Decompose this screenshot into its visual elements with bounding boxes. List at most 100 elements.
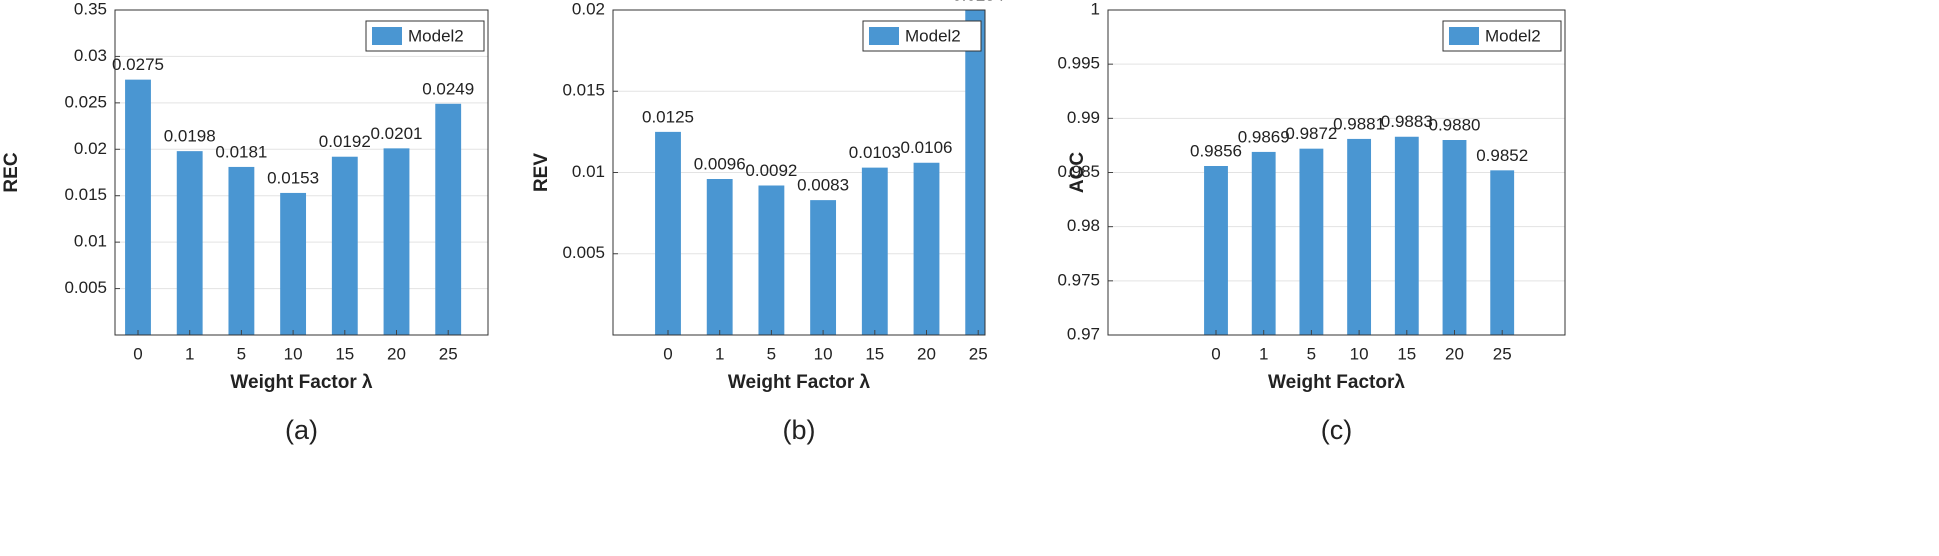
axes-box (1107, 9, 1566, 336)
value-label: 0.9881 (1333, 114, 1385, 133)
bar (176, 151, 203, 335)
x-tick-label: 20 (1445, 344, 1464, 363)
bar (1299, 148, 1324, 335)
value-label: 0.0201 (371, 124, 423, 143)
legend-swatch (1449, 27, 1479, 45)
bar (965, 10, 985, 335)
bar (383, 148, 410, 335)
y-tick-label: 0.005 (64, 278, 107, 297)
value-label: 0.0192 (319, 132, 371, 151)
y-tick-label: 0.025 (64, 92, 107, 111)
value-label: 0.0153 (267, 168, 319, 187)
bar (810, 200, 837, 335)
value-label: 0.9869 (1238, 127, 1290, 146)
value-label: 0.0181 (215, 142, 267, 161)
caption: (a) (285, 415, 318, 445)
y-axis-label: REV (531, 153, 552, 192)
value-label: 0.0106 (901, 138, 953, 157)
bar (1347, 138, 1372, 335)
value-label: 0.9883 (1381, 112, 1433, 131)
y-axis-label: ACC (1067, 152, 1088, 193)
value-label: 0.0092 (745, 161, 797, 180)
legend-label: Model2 (1485, 26, 1541, 45)
x-tick-label: 5 (767, 344, 776, 363)
y-tick-label: 0.02 (572, 0, 605, 18)
y-tick-label: 0.015 (562, 81, 605, 100)
y-tick-label: 0.985 (1057, 162, 1100, 181)
x-tick-label: 25 (969, 344, 988, 363)
value-label: 0.0234 (952, 0, 1004, 4)
bar (655, 131, 681, 335)
x-axis-label: Weight Factorλ (1268, 372, 1405, 393)
bar (228, 166, 255, 335)
legend-label: Model2 (905, 26, 961, 45)
x-tick-label: 0 (133, 344, 142, 363)
x-tick-label: 20 (387, 344, 406, 363)
panel: 0.005 0.01 0.015 0.02 0.0125 0 0.0096 1 0.0092 5 0… (531, 0, 1004, 445)
value-label: 0.0096 (694, 154, 746, 173)
x-tick-label: 0 (663, 344, 672, 363)
x-tick-label: 0 (1211, 344, 1220, 363)
x-tick-label: 15 (335, 344, 354, 363)
x-tick-label: 10 (1350, 344, 1369, 363)
legend-swatch (869, 27, 899, 45)
bar (331, 156, 358, 335)
axes-box (612, 9, 986, 336)
x-tick-label: 25 (1493, 344, 1512, 363)
legend-label: Model2 (408, 26, 464, 45)
y-tick-label: 0.01 (572, 162, 605, 181)
x-tick-label: 1 (185, 344, 194, 363)
y-tick-label: 0.015 (64, 185, 107, 204)
value-label: 0.0083 (797, 176, 849, 195)
y-tick-label: 0.005 (562, 243, 605, 262)
bar (125, 79, 151, 335)
y-tick-label: 0.99 (1067, 108, 1100, 127)
x-tick-label: 25 (439, 344, 458, 363)
bar (1251, 151, 1276, 335)
x-tick-label: 5 (237, 344, 246, 363)
x-axis-label: Weight Factor λ (230, 372, 373, 393)
bar (861, 167, 888, 335)
panel: 0.005 0.01 0.015 0.02 0.025 0.03 0.35 0.0275 0 0.… (1, 0, 489, 445)
value-label: 0.9880 (1429, 115, 1481, 134)
x-tick-label: 1 (715, 344, 724, 363)
value-label: 0.9856 (1190, 141, 1242, 160)
bar (435, 103, 462, 335)
value-label: 0.9872 (1285, 124, 1337, 143)
x-tick-label: 1 (1259, 344, 1268, 363)
bars (125, 79, 462, 335)
y-tick-label: 0.03 (74, 46, 107, 65)
value-label: 0.0103 (849, 143, 901, 162)
bar (280, 192, 307, 335)
y-axis-label: REC (1, 152, 22, 192)
panel: 0.97 0.975 0.98 0.985 0.99 0.995 1 0.9856 0 0.986… (1057, 0, 1566, 445)
x-axis-label: Weight Factor λ (728, 372, 871, 393)
value-label: 0.9852 (1476, 146, 1528, 165)
y-tick-label: 0.02 (74, 139, 107, 158)
value-label: 0.0125 (642, 107, 694, 126)
y-tick-label: 0.975 (1057, 270, 1100, 289)
axes-box (114, 9, 489, 336)
bar (1442, 140, 1467, 335)
caption: (b) (783, 415, 816, 445)
bar (1394, 136, 1419, 335)
y-tick-label: 0.995 (1057, 54, 1100, 73)
y-tick-label: 0.98 (1067, 216, 1100, 235)
x-tick-label: 15 (1397, 344, 1416, 363)
value-label: 0.0275 (112, 55, 164, 74)
x-tick-label: 10 (814, 344, 833, 363)
x-tick-label: 20 (917, 344, 936, 363)
bar (758, 185, 785, 335)
y-tick-label: 0.35 (74, 0, 107, 18)
bar (706, 179, 733, 335)
bar (1490, 170, 1515, 335)
bars (1204, 136, 1515, 335)
value-label: 0.0249 (422, 79, 474, 98)
caption: (c) (1321, 415, 1352, 445)
x-tick-label: 5 (1307, 344, 1316, 363)
bar (1204, 166, 1228, 335)
y-tick-label: 0.01 (74, 232, 107, 251)
bars (655, 10, 985, 335)
bar (913, 162, 940, 335)
